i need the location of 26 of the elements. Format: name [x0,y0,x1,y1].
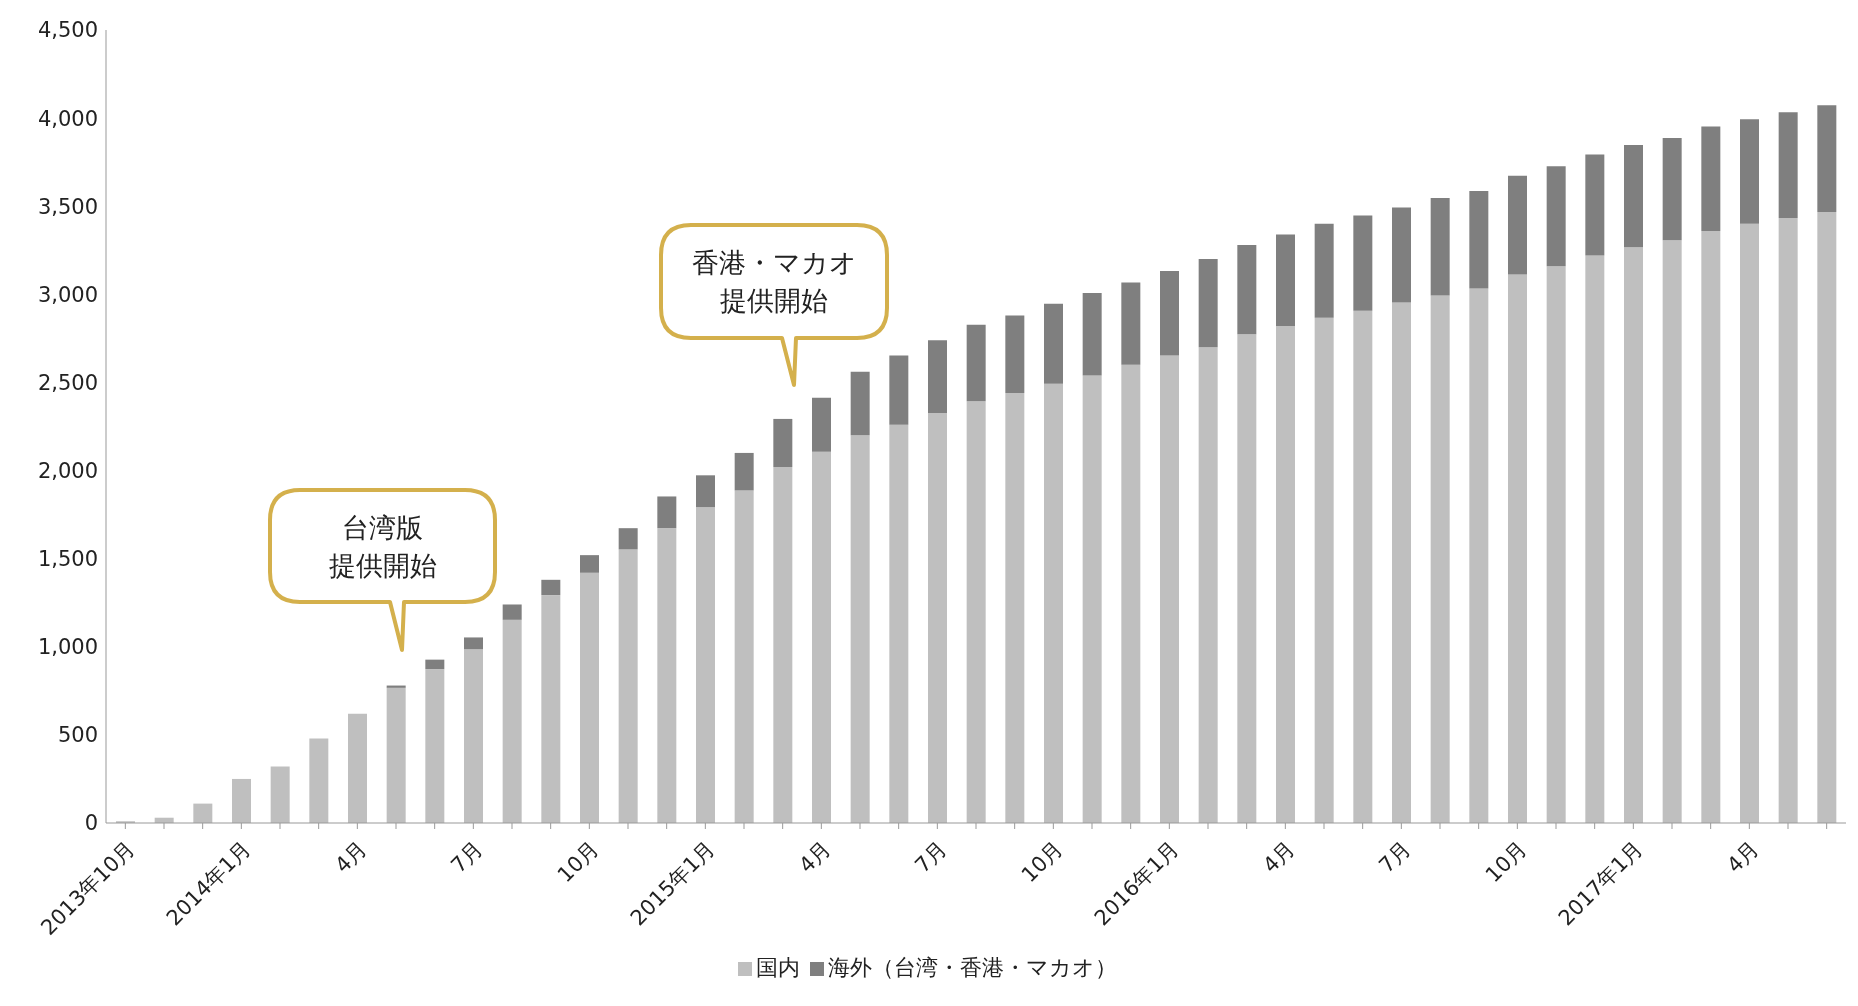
y-tick-label: 3,500 [37,194,98,219]
y-tick-label: 3,000 [37,282,98,307]
x-tick-label: 7月 [910,836,952,878]
y-tick-label: 4,500 [37,18,98,43]
y-tick-label: 0 [84,811,98,836]
x-tick-label: 7月 [1374,836,1416,878]
x-tick-label: 4月 [1258,836,1300,878]
y-tick-label: 500 [57,723,98,748]
x-tick-label: 7月 [446,836,488,878]
annotation: 香港・マカオ [691,247,857,278]
legend-label: 海外（台湾・香港・マカオ） [827,955,1117,980]
x-tick-label: 10月 [552,836,604,888]
x-tick-label: 10月 [1016,836,1068,888]
y-tick-label: 2,500 [37,370,98,395]
x-tick-label: 4月 [330,836,372,878]
legend-label: 国内 [755,955,800,980]
y-tick-label: 1,500 [37,547,98,572]
annotation: 提供開始 [720,285,828,316]
y-tick-label: 4,000 [37,106,98,131]
annotation: 台湾版 [342,511,423,543]
x-tick-label: 4月 [794,836,836,878]
annotation: 提供開始 [328,549,437,581]
y-tick-label: 2,000 [37,459,98,484]
x-tick-label: 10月 [1480,836,1532,888]
x-tick-label: 4月 [1722,836,1764,878]
y-tick-label: 1,000 [37,635,98,660]
